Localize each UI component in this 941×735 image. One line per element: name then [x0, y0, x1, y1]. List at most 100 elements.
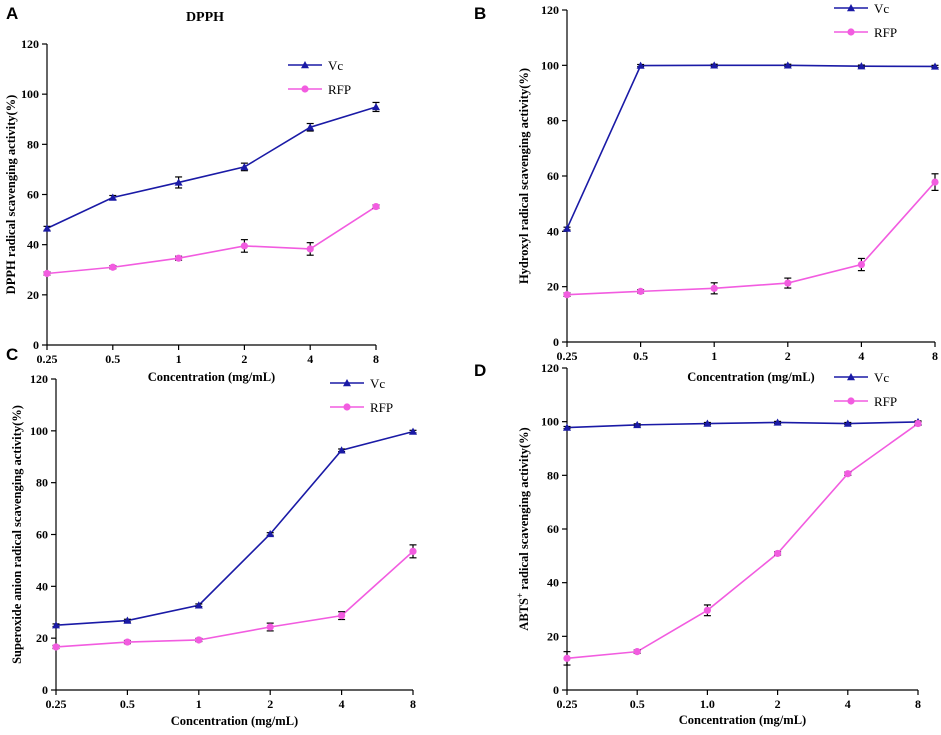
panel-d-chart: D Concentration (mg/mL) ABTS+ radical sc… — [474, 361, 922, 727]
panel-b-y-tick-label: 40 — [547, 224, 559, 238]
panel-c-vc-line — [55, 430, 414, 627]
panel-a-rfp-point — [109, 263, 117, 271]
panel-a-legend-vc-marker — [301, 61, 309, 69]
panel-a-vc-point — [240, 162, 249, 171]
panel-d-y-tick-label: 60 — [547, 522, 559, 536]
panel-a-y-tick-label: 40 — [27, 238, 39, 252]
panel-d-vc-point — [843, 419, 852, 427]
panel-a-rfp-line — [46, 205, 377, 275]
panel-a-y-tick-label: 80 — [27, 137, 39, 151]
panel-d-letter: D — [474, 361, 486, 380]
panel-c-vc-point — [123, 616, 132, 624]
panel-b-legend-rfp-label: RFP — [874, 25, 897, 40]
panel-a-vc-line — [46, 106, 377, 230]
panel-d-legend-rfp-label: RFP — [874, 394, 897, 409]
panel-c-y-axis-title: Superoxide anion radical scavenging acti… — [10, 405, 24, 664]
panel-b-vc-point — [857, 62, 866, 70]
panel-d-rfp-point — [914, 419, 922, 428]
panel-c-chart: C Concentration (mg/mL) Superoxide anion… — [6, 345, 417, 728]
panel-b-vc-point — [931, 62, 939, 70]
panel-d-x-tick-label: 0.25 — [557, 697, 578, 711]
panel-b-x-tick-label: 2 — [785, 349, 791, 363]
panel-a-rfp-point — [306, 245, 314, 253]
panel-b-rfp-point — [784, 279, 792, 287]
panel-a-rfp-point — [240, 242, 248, 250]
panel-c-x-tick-label: 0.5 — [120, 697, 135, 711]
panel-c-y-tick-label: 40 — [36, 579, 48, 593]
panel-b-legend-rfp-marker — [847, 28, 855, 36]
panel-b-rfp-point — [637, 287, 645, 295]
panel-a-y-tick-label: 60 — [27, 188, 39, 202]
panel-a-x-tick-label: 0.25 — [37, 352, 58, 366]
panel-a-vc-point — [372, 102, 380, 111]
panel-c-rfp-point — [266, 623, 274, 631]
panel-d-y-tick-label: 120 — [541, 361, 559, 375]
panel-b-y-axis-title: Hydroxyl radical scavenging activity(%) — [517, 68, 531, 284]
panel-c-legend-rfp-marker — [343, 403, 351, 411]
panel-c-x-tick-label: 8 — [410, 697, 416, 711]
panel-b-rfp-point — [857, 260, 866, 269]
panel-b-rfp-point — [563, 291, 571, 299]
panel-d-y-axis-title-sup: + — [515, 593, 525, 598]
panel-d-rfp-point — [563, 654, 571, 662]
panel-b-y-tick-label: 60 — [547, 169, 559, 183]
panel-b-legend-vc-marker — [847, 4, 855, 12]
panel-a-y-tick-label: 0 — [33, 338, 39, 352]
panel-b-rfp-line — [566, 181, 936, 296]
panel-c-vc-point — [52, 621, 60, 629]
panel-b-y-tick-label: 0 — [553, 335, 559, 349]
panel-d-y-axis-title-prefix: ABTS — [517, 598, 531, 631]
panel-c-vc-point — [266, 529, 275, 538]
panel-a-x-axis-title: Concentration (mg/mL) — [148, 370, 275, 384]
panel-a-vc-point — [306, 123, 315, 131]
panel-b-vc-point — [563, 224, 571, 232]
panel-a-x-tick-label: 0.5 — [105, 352, 120, 366]
panel-c-vc-point — [409, 427, 417, 435]
panel-b-vc-point — [710, 61, 719, 69]
panel-d-y-axis-title: ABTS+ radical scavenging activity(%) — [515, 427, 531, 630]
panel-d-y-tick-label: 0 — [553, 683, 559, 697]
panel-d-vc-point — [703, 419, 712, 427]
panel-b-x-tick-label: 0.25 — [557, 349, 578, 363]
panel-c-letter: C — [6, 345, 18, 364]
panel-d-x-tick-label: 1.0 — [700, 697, 715, 711]
panel-d-legend-vc-marker — [847, 373, 855, 381]
panel-a-x-tick-label: 1 — [176, 352, 182, 366]
panel-a-x-tick-label: 8 — [373, 352, 379, 366]
panel-d-vc-point — [633, 420, 642, 429]
panel-a-legend-rfp-marker — [301, 85, 309, 93]
panel-d-rfp-point — [774, 549, 782, 558]
panel-c-y-tick-label: 0 — [42, 683, 48, 697]
panel-d-y-tick-label: 80 — [547, 468, 559, 482]
panel-a-rfp-point — [175, 254, 183, 262]
panel-a-y-axis-title: DPPH radical scavenging activity(%) — [4, 95, 18, 295]
panel-b-letter: B — [474, 4, 486, 23]
panel-d-vc-line — [566, 421, 919, 429]
panel-b-vc-point — [783, 61, 792, 69]
panel-a-legend-rfp-label: RFP — [328, 82, 351, 97]
panel-c-legend-vc-label: Vc — [370, 376, 385, 391]
panel-d-x-axis-title: Concentration (mg/mL) — [679, 713, 806, 727]
panel-b-x-tick-label: 1 — [711, 349, 717, 363]
panel-c-x-tick-label: 1 — [196, 697, 202, 711]
panel-b-y-tick-label: 80 — [547, 114, 559, 128]
panel-c-x-axis-title: Concentration (mg/mL) — [171, 714, 298, 728]
panel-c-x-tick-label: 2 — [267, 697, 273, 711]
panel-a-y-tick-label: 100 — [21, 87, 39, 101]
panel-b-x-tick-label: 8 — [932, 349, 938, 363]
panel-b-rfp-point — [931, 178, 939, 186]
panel-c-legend-vc-marker — [343, 379, 351, 387]
panel-a-letter: A — [6, 4, 18, 23]
panel-a-vc-point — [174, 178, 183, 186]
panel-d-vc-point — [563, 423, 571, 431]
panel-b-y-tick-label: 120 — [541, 3, 559, 17]
panel-a-x-tick-label: 4 — [307, 352, 313, 366]
panel-d-y-tick-label: 100 — [541, 415, 559, 429]
panel-c-legend-rfp-label: RFP — [370, 400, 393, 415]
panel-b-vc-point — [636, 61, 645, 69]
panel-a-rfp-point — [43, 269, 51, 278]
panel-d-rfp-point — [703, 606, 712, 614]
panel-a-y-tick-label: 20 — [27, 288, 39, 302]
panel-c-rfp-point — [338, 612, 346, 620]
